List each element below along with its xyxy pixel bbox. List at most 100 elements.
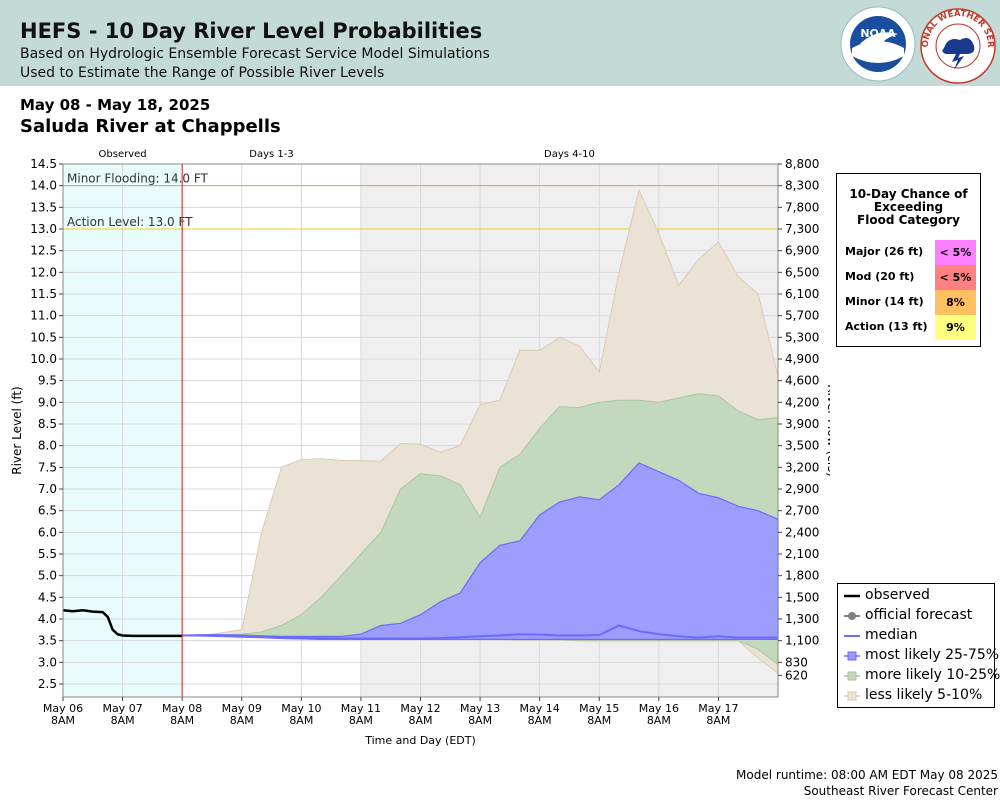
threshold-label-1: Action Level: 13.0 FT [67,215,193,229]
y2-tick-label-22: 7,800 [785,200,819,214]
y-tick-label-20: 12.5 [30,244,57,258]
y2-tick-label-6: 2,100 [785,547,819,561]
y-tick-label-14: 9.5 [38,374,57,388]
prob-value-moderate: < 5% [935,265,976,290]
y-tick-label-21: 13.0 [30,222,57,236]
y-tick-label-12: 8.5 [38,417,57,431]
header-banner: HEFS - 10 Day River Level Probabilities … [0,0,1000,86]
x-tick-sublabel-4: 8AM [289,714,313,727]
y2-tick-label-14: 4,600 [785,374,819,388]
y2-tick-label-18: 6,100 [785,287,819,301]
y-axis-title: River Level (ft) [10,386,24,474]
legend-item-most-likely: most likely 25-75% [844,646,999,666]
y2-tick-label-13: 4,200 [785,395,819,409]
y-tick-label-19: 12.0 [30,265,57,279]
x-tick-label-9: May 15 [579,702,619,715]
y-tick-label-15: 10.0 [30,352,57,366]
y2-tick-label-1: 830 [785,655,808,669]
x-tick-label-2: May 08 [162,702,202,715]
nws-logo-icon[interactable]: NATIONAL WEATHER SERVICE [918,4,998,84]
model-runtime: Model runtime: 08:00 AM EDT May 08 2025 [736,768,998,782]
threshold-label-0: Minor Flooding: 14.0 FT [67,172,209,186]
x-tick-sublabel-7: 8AM [468,714,492,727]
y2-tick-label-4: 1,500 [785,590,819,604]
y-tick-label-22: 13.5 [30,200,57,214]
x-tick-label-4: May 10 [281,702,321,715]
y2-tick-label-15: 4,900 [785,352,819,366]
y2-tick-label-24: 8,800 [785,157,819,171]
y2-tick-label-3: 1,300 [785,612,819,626]
y2-tick-label-12: 3,900 [785,417,819,431]
y-tick-label-10: 7.5 [38,460,57,474]
y2-tick-label-19: 6,500 [785,265,819,279]
y2-tick-label-20: 6,900 [785,244,819,258]
y-tick-label-11: 8.0 [38,439,57,453]
y2-tick-label-5: 1,800 [785,569,819,583]
y-tick-label-4: 4.5 [38,590,57,604]
y-tick-label-5: 5.0 [38,569,57,583]
prob-label-minor: Minor (14 ft) [845,295,924,308]
y-tick-label-7: 6.0 [38,525,57,539]
y-tick-label-17: 11.0 [30,309,57,323]
y-tick-label-18: 11.5 [30,287,57,301]
y-tick-label-24: 14.5 [30,157,57,171]
prob-value-action: 9% [935,315,976,340]
x-tick-label-3: May 09 [222,702,262,715]
y2-tick-label-16: 5,300 [785,330,819,344]
y2-tick-label-23: 8,300 [785,179,819,193]
y2-tick-label-21: 7,300 [785,222,819,236]
x-tick-label-5: May 11 [341,702,381,715]
x-tick-label-6: May 12 [400,702,440,715]
x-tick-sublabel-0: 8AM [51,714,75,727]
legend-item-official-forecast: official forecast [844,606,992,626]
y-tick-label-16: 10.5 [30,330,57,344]
y2-tick-label-11: 3,500 [785,439,819,453]
prob-value-minor: 8% [935,290,976,315]
x-tick-label-7: May 13 [460,702,500,715]
period-label-1: Days 1-3 [249,149,293,160]
page-subtitle-2: Used to Estimate the Range of Possible R… [20,65,385,81]
legend-item-more-likely: more likely 10-25% [844,666,1000,686]
y-tick-label-3: 4.0 [38,612,57,626]
legend-item-less-likely: less likely 5-10% [844,686,992,706]
legend-item-observed: observed [844,586,992,606]
x-tick-sublabel-2: 8AM [170,714,194,727]
y-tick-label-6: 5.5 [38,547,57,561]
flood-probability-table: 10-Day Chance of Exceeding Flood Categor… [836,173,981,347]
y2-tick-label-10: 3,200 [785,460,819,474]
prob-label-major: Major (26 ft) [845,245,924,258]
less-likely-swatch-icon [844,691,860,701]
prob-row-action: Action (13 ft) 9% [837,315,980,340]
chart-legend: observed official forecast median most l… [837,583,1000,708]
prob-label-moderate: Mod (20 ft) [845,270,915,283]
y-tick-label-13: 9.0 [38,395,57,409]
y2-tick-label-0: 620 [785,668,808,682]
y2-axis-title: River Flow (cfs) [825,384,830,477]
legend-item-median: median [844,626,992,646]
page-title: HEFS - 10 Day River Level Probabilities [20,19,483,43]
y2-tick-label-7: 2,400 [785,525,819,539]
median-line-icon [844,635,860,637]
noaa-logo-icon[interactable]: NOAA [838,4,918,84]
x-tick-label-8: May 14 [520,702,560,715]
prob-row-minor: Minor (14 ft) 8% [837,290,980,315]
x-tick-sublabel-6: 8AM [408,714,432,727]
y-tick-label-23: 14.0 [30,179,57,193]
prob-table-title: 10-Day Chance of Exceeding Flood Categor… [849,187,968,227]
x-tick-sublabel-11: 8AM [706,714,730,727]
y2-tick-label-8: 2,700 [785,504,819,518]
most-likely-swatch-icon [844,651,860,661]
prob-label-action: Action (13 ft) [845,320,928,333]
period-label-0: Observed [99,149,147,160]
y2-tick-label-17: 5,700 [785,309,819,323]
x-tick-label-1: May 07 [102,702,142,715]
site-name: Saluda River at Chappells [20,116,281,137]
date-range: May 08 - May 18, 2025 [20,96,211,114]
y2-tick-label-9: 2,900 [785,482,819,496]
x-tick-sublabel-9: 8AM [587,714,611,727]
more-likely-swatch-icon [844,671,860,681]
river-level-chart: Observed Days 1-3 Days 4-10 Minor Flooding:… [10,149,830,747]
observed-line [62,609,183,638]
x-tick-sublabel-10: 8AM [647,714,671,727]
x-tick-sublabel-8: 8AM [528,714,552,727]
